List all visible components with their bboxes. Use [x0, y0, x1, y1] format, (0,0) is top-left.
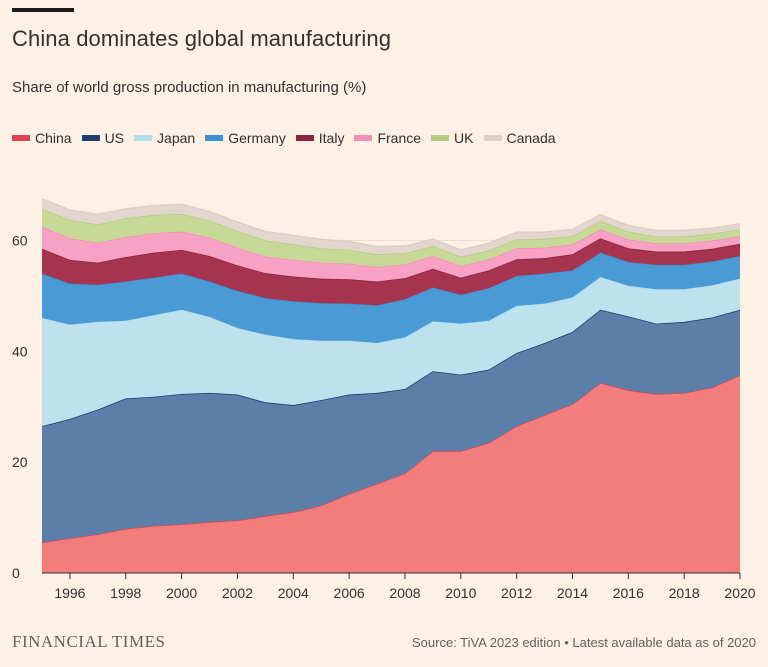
top-rule	[12, 8, 74, 12]
x-tick-label: 2016	[613, 585, 644, 601]
line-germany	[41, 251, 741, 307]
legend-item-canada: Canada	[483, 130, 556, 146]
legend-label: Canada	[506, 130, 556, 146]
x-tick-label: 1996	[54, 585, 85, 601]
x-tick-label: 2000	[166, 585, 197, 601]
legend-swatch	[205, 135, 224, 141]
x-tick-label: 2008	[389, 585, 420, 601]
x-tick-label: 2010	[445, 585, 476, 601]
x-tick-label: 2004	[278, 585, 309, 601]
legend-item-italy: Italy	[295, 130, 345, 146]
legend-item-japan: Japan	[134, 130, 195, 146]
legend-swatch	[483, 135, 502, 141]
x-tick-label: 2012	[501, 585, 532, 601]
x-tick-label: 2018	[669, 585, 700, 601]
x-tick-label: 2002	[222, 585, 253, 601]
area-us	[42, 309, 740, 543]
area-italy	[42, 238, 740, 306]
legend-label: Japan	[157, 130, 196, 146]
legend-item-germany: Germany	[205, 130, 286, 146]
legend-label: China	[35, 130, 72, 146]
legend: China US Japan Germany Italy France UK Canada	[12, 130, 556, 146]
x-tick-label: 1998	[110, 585, 141, 601]
legend-label: Italy	[318, 130, 345, 146]
area-germany	[42, 252, 740, 343]
y-tick-label: 20	[12, 454, 28, 470]
legend-label: UK	[454, 130, 474, 146]
legend-label: Germany	[228, 130, 286, 146]
legend-swatch	[134, 135, 153, 141]
line-italy	[41, 237, 741, 283]
legend-label: US	[104, 130, 125, 146]
area-japan	[42, 277, 740, 427]
chart-subtitle: Share of world gross production in manuf…	[12, 79, 367, 96]
y-tick-label: 40	[12, 343, 28, 359]
line-china	[41, 374, 741, 544]
x-tick-label: 2014	[557, 585, 588, 601]
chart-title: China dominates global manufacturing	[12, 26, 392, 51]
legend-swatch	[295, 135, 314, 141]
legend-item-uk: UK	[431, 130, 474, 146]
source-note: Source: TiVA 2023 edition • Latest avail…	[412, 635, 756, 650]
x-tick-label: 2006	[334, 585, 365, 601]
x-tick-label: 2020	[724, 585, 755, 601]
y-tick-label: 0	[12, 565, 20, 581]
legend-swatch	[81, 135, 100, 141]
area-china	[42, 375, 740, 573]
legend-swatch	[431, 135, 450, 141]
legend-swatch	[12, 135, 30, 141]
legend-item-china: China	[12, 130, 72, 146]
legend-label: France	[377, 130, 422, 146]
brand-logo: FINANCIAL TIMES	[12, 632, 166, 651]
legend-item-us: US	[81, 130, 125, 146]
legend-swatch	[354, 135, 373, 141]
line-canada	[41, 198, 741, 251]
y-tick-label: 60	[12, 232, 28, 248]
legend-item-france: France	[354, 130, 421, 146]
